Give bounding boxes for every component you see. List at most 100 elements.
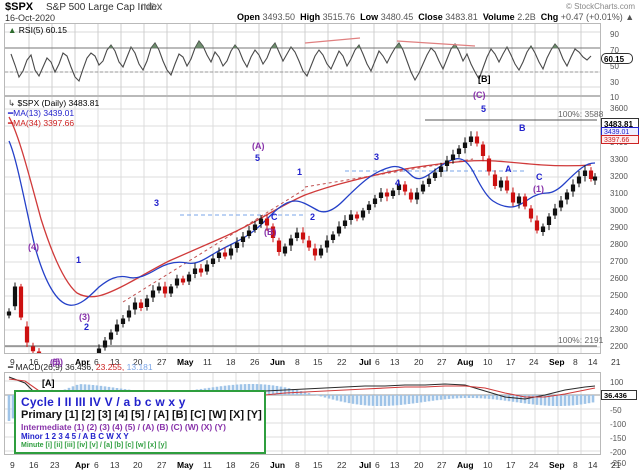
- x-axis-tick: 6: [375, 357, 380, 367]
- wave-label-c: (C): [473, 90, 486, 100]
- rsi-value-box: 60.15: [601, 53, 633, 64]
- wave-label-a: [A]: [42, 378, 55, 388]
- macd-legend-v1: 36.436,: [65, 362, 93, 372]
- x-axis-tick: 27: [157, 460, 166, 470]
- price-tick-2400: 2400: [610, 308, 628, 317]
- price-legend-ma13-text: MA(13) 3439.01: [13, 108, 74, 118]
- x-axis-tick: Sep: [549, 357, 565, 367]
- x-axis-tick: 8: [295, 460, 300, 470]
- low-value: 3480.45: [381, 12, 414, 22]
- x-axis-tick: Jun: [270, 460, 285, 470]
- wave-legend-cycle: Cycle I II III IV V / a b c w x y: [21, 395, 259, 409]
- wave-label-4: 4: [395, 178, 400, 188]
- close-label: Close: [418, 12, 443, 22]
- wave-label-c: C: [271, 212, 278, 222]
- x-axis-tick: 14: [588, 460, 597, 470]
- price-tick-3300: 3300: [610, 155, 628, 164]
- wave-label-2: 2: [310, 212, 315, 222]
- x-axis-tick: 13: [390, 357, 399, 367]
- wave-legend-minor: Minor 1 2 3 4 5 / A B C W X Y: [21, 432, 259, 441]
- x-axis-tick: 20: [414, 357, 423, 367]
- wave-label-c: C: [536, 172, 543, 182]
- macd-tick-m50: -50: [610, 406, 622, 415]
- x-axis-bottom: 9 16 23 Apr 6 13 20 27 May 11 18 26 Jun 8 15 22 Jul 6 13 20…: [0, 460, 639, 474]
- x-axis-tick: 11: [203, 357, 212, 367]
- wave-label-a: A: [505, 164, 512, 174]
- x-axis-tick: 14: [588, 357, 597, 367]
- wave-label-3: 3: [374, 152, 379, 162]
- macd-legend-v2: 23.255,: [96, 362, 124, 372]
- macd-legend: ━ MACD(26,9) 36.436, 23.255, 13.181: [8, 362, 153, 373]
- wave-legend-minute: Minute [i] [ii] [iii] [iv] [v] / [a] [b]…: [21, 442, 259, 450]
- symbol-exchange: INDX: [141, 2, 163, 12]
- x-axis-tick: Sep: [549, 460, 565, 470]
- x-axis-tick: 27: [437, 357, 446, 367]
- price-panel: ↳ $SPX (Daily) 3483.81 ━MA(13) 3439.01 ━…: [4, 96, 601, 354]
- macd-tick-m150: -150: [610, 434, 626, 443]
- x-axis-tick: Jul: [359, 357, 371, 367]
- x-axis-tick: 13: [390, 460, 399, 470]
- x-axis-tick: 20: [414, 460, 423, 470]
- x-axis-tick: 26: [250, 460, 259, 470]
- wave-label-a: (A): [252, 141, 265, 151]
- x-axis-tick: 15: [313, 357, 322, 367]
- macd-tick-100: 100: [610, 378, 623, 387]
- x-axis-tick: 22: [337, 357, 346, 367]
- x-axis-tick: 21: [611, 460, 620, 470]
- x-axis-tick: 26: [250, 357, 259, 367]
- x-axis-tick: 9: [10, 460, 15, 470]
- price-ma34-value-box: 3397.66: [601, 135, 639, 144]
- x-axis-tick: 22: [337, 460, 346, 470]
- chart-date: 16-Oct-2020: [5, 13, 55, 23]
- price-legend-ma34-text: MA(34) 3397.66: [13, 118, 74, 128]
- price-tick-2500: 2500: [610, 291, 628, 300]
- price-tick-3200: 3200: [610, 172, 628, 181]
- rsi-legend-text: RSI(5) 60.15: [19, 25, 67, 35]
- price-tick-2600: 2600: [610, 274, 628, 283]
- x-axis-tick: Aug: [457, 357, 474, 367]
- price-tick-3000: 3000: [610, 206, 628, 215]
- x-axis-tick: 24: [529, 357, 538, 367]
- open-label: Open: [237, 12, 260, 22]
- rsi-tick-10: 10: [610, 93, 619, 102]
- high-label: High: [300, 12, 320, 22]
- x-axis-tick: 16: [29, 460, 38, 470]
- chart-header: $SPX S&P 500 Large Cap Index INDX 16-Oct…: [0, 0, 639, 22]
- x-axis-tick: 24: [529, 460, 538, 470]
- open-value: 3493.50: [263, 12, 296, 22]
- x-axis-tick: 15: [313, 460, 322, 470]
- macd-tick-m200: -200: [610, 448, 626, 457]
- close-value: 3483.81: [445, 12, 478, 22]
- stockcharts-brand: © StockCharts.com: [566, 2, 635, 11]
- x-axis-tick: 23: [50, 460, 59, 470]
- quote-summary: Open 3493.50 High 3515.76 Low 3480.45 Cl…: [237, 12, 634, 22]
- price-tick-2800: 2800: [610, 240, 628, 249]
- wave-legend-intermediate: Intermediate (1) (2) (3) (4) (5) / (A) (…: [21, 422, 259, 432]
- macd-value-box: 36.436: [601, 390, 637, 400]
- chg-value: +0.47 (+0.01%) ▲: [561, 12, 634, 22]
- stockcharts-chart: $SPX S&P 500 Large Cap Index INDX 16-Oct…: [0, 0, 639, 476]
- price-tick-2900: 2900: [610, 223, 628, 232]
- wave-label-1: 1: [297, 167, 302, 177]
- x-axis-tick: 10: [483, 460, 492, 470]
- wave-label-3: 3: [154, 198, 159, 208]
- wave-label-5: (5): [52, 357, 63, 367]
- x-axis-tick: 8: [573, 460, 578, 470]
- wave-label-3: (3): [79, 312, 90, 322]
- x-axis-tick: Jun: [270, 357, 285, 367]
- wave-label-4: (4): [28, 242, 39, 252]
- wave-degree-legend: Cycle I II III IV V / a b c w x y Primar…: [14, 390, 266, 454]
- x-axis-tick: 18: [226, 357, 235, 367]
- x-axis-tick: 20: [133, 460, 142, 470]
- fib-bottom-label: 100%: 2191: [558, 335, 603, 345]
- x-axis-tick: 18: [226, 460, 235, 470]
- rsi-plot: [5, 24, 600, 95]
- wave-label-1: 1: [76, 255, 81, 265]
- price-tick-3600: 3600: [610, 104, 628, 113]
- macd-legend-name: MACD: [16, 362, 41, 372]
- macd-legend-v3: 13.181: [127, 362, 153, 372]
- rsi-panel: ▲ RSI(5) 60.15: [4, 23, 601, 96]
- x-axis-tick: 8: [295, 357, 300, 367]
- wave-legend-primary: Primary [1] [2] [3] [4] [5] / [A] [B] [C…: [21, 409, 259, 422]
- x-axis-tick: 10: [483, 357, 492, 367]
